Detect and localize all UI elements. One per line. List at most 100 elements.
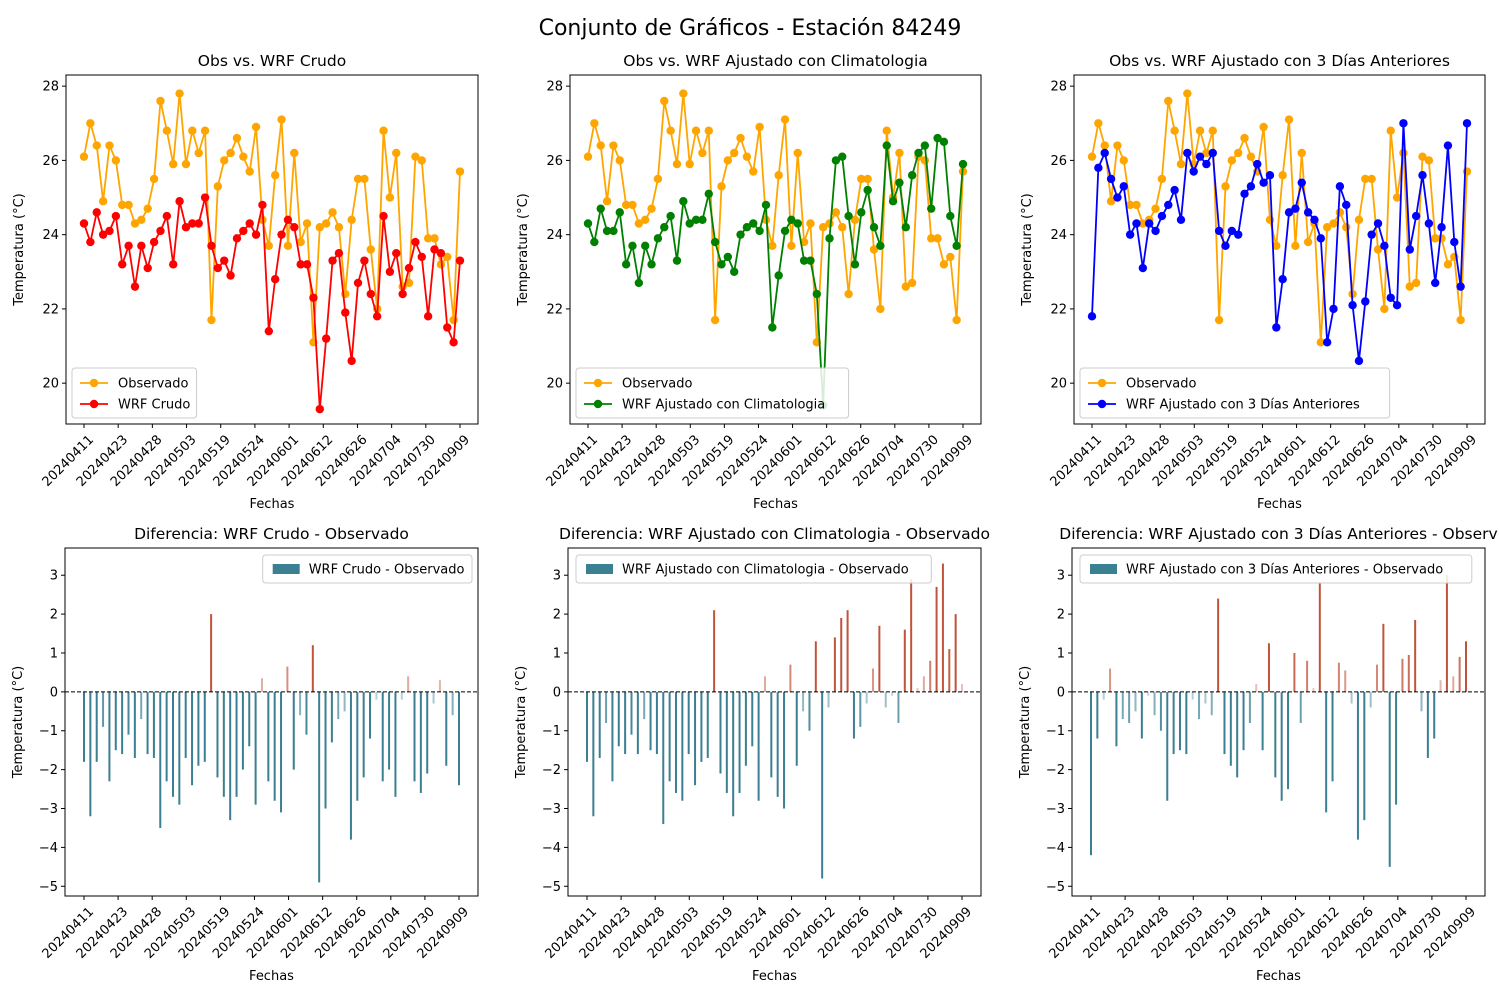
- bar: [83, 691, 85, 762]
- point-observado: [175, 89, 184, 98]
- point-wrf: [1373, 219, 1383, 228]
- point-observado: [143, 204, 152, 213]
- chart-diff-wrf-clim: −5−4−3−2−1012320240411202404232024042820…: [514, 525, 990, 984]
- bar: [783, 691, 786, 809]
- bar: [821, 691, 824, 879]
- bar: [725, 691, 728, 793]
- point-observado: [1284, 115, 1294, 124]
- y-tick-label: −5: [39, 880, 58, 895]
- point-observado: [366, 245, 375, 254]
- point-observado: [660, 96, 669, 106]
- point-observado: [1303, 237, 1313, 247]
- point-wrf: [1335, 182, 1345, 191]
- point-observado: [360, 174, 369, 184]
- point-observado: [1214, 315, 1224, 325]
- bar: [1102, 691, 1105, 700]
- point-observado: [831, 208, 841, 217]
- point-wrf: [583, 219, 593, 228]
- point-wrf: [1119, 182, 1128, 191]
- point-observado: [404, 278, 414, 288]
- point-wrf: [641, 241, 650, 250]
- bar: [235, 691, 238, 797]
- point-observado: [251, 122, 261, 132]
- point-observado: [742, 152, 752, 161]
- point-observado: [882, 126, 891, 135]
- point-wrf: [1164, 200, 1173, 210]
- bar: [808, 691, 811, 731]
- bar: [165, 691, 168, 782]
- point-wrf: [1278, 275, 1287, 284]
- bar: [744, 691, 747, 766]
- point-observado: [232, 133, 242, 143]
- y-axis-label: Temperatura (°C): [1020, 193, 1035, 306]
- bar: [1223, 691, 1226, 755]
- point-observado: [321, 219, 331, 228]
- bar: [617, 691, 620, 747]
- point-observado: [118, 200, 127, 210]
- point-wrf: [423, 312, 433, 321]
- chart-title: Diferencia: WRF Ajustado con Climatologi…: [559, 525, 990, 543]
- point-observado: [124, 200, 133, 210]
- bar: [903, 629, 906, 692]
- bar: [948, 649, 951, 692]
- point-observado: [98, 197, 108, 206]
- point-wrf: [1151, 226, 1160, 236]
- bar: [95, 691, 98, 762]
- point-wrf: [850, 260, 860, 269]
- bar: [751, 691, 754, 747]
- point-wrf: [1272, 323, 1281, 332]
- bar: [910, 579, 913, 692]
- point-wrf: [787, 215, 796, 224]
- bar: [738, 691, 741, 793]
- point-wrf: [1437, 223, 1446, 232]
- bar: [1382, 623, 1385, 692]
- point-wrf: [1214, 226, 1224, 236]
- bar: [1344, 670, 1347, 692]
- legend-label: Observado: [118, 377, 189, 392]
- bar: [802, 691, 805, 712]
- bar: [1388, 691, 1391, 867]
- point-observado: [602, 197, 612, 206]
- bar: [630, 691, 633, 735]
- point-wrf: [1316, 234, 1326, 243]
- point-wrf: [1233, 230, 1243, 239]
- point-wrf: [1087, 312, 1097, 321]
- bar: [649, 691, 652, 751]
- x-axis-label: Fechas: [1257, 497, 1302, 512]
- y-tick-label: 26: [546, 154, 563, 169]
- chart-title: Diferencia: WRF Crudo - Observado: [134, 525, 409, 543]
- point-observado: [628, 200, 637, 210]
- point-observado: [137, 215, 146, 224]
- legend-label: WRF Crudo - Observado: [309, 563, 465, 578]
- point-observado: [430, 234, 439, 243]
- point-wrf: [1405, 245, 1414, 254]
- point-wrf: [793, 219, 802, 228]
- point-observado: [1380, 304, 1389, 314]
- point-wrf: [449, 338, 458, 347]
- point-wrf: [596, 204, 605, 213]
- point-wrf: [1462, 119, 1472, 128]
- point-observado: [1138, 219, 1148, 228]
- bar: [1337, 662, 1340, 692]
- bar: [1236, 691, 1239, 778]
- point-observado: [729, 148, 739, 158]
- point-observado: [264, 241, 274, 250]
- point-wrf: [634, 278, 644, 288]
- point-observado: [1405, 282, 1414, 291]
- point-wrf: [933, 133, 942, 143]
- point-wrf: [704, 189, 713, 199]
- x-axis-label: Fechas: [752, 969, 797, 984]
- point-observado: [1157, 174, 1167, 184]
- point-wrf: [806, 256, 815, 265]
- bar: [267, 691, 270, 782]
- bar: [381, 691, 384, 782]
- point-wrf: [901, 223, 910, 232]
- y-tick-label: −5: [1046, 880, 1065, 895]
- legend-box: [71, 367, 198, 419]
- bar: [1445, 575, 1448, 692]
- bar: [102, 691, 105, 727]
- bar: [757, 691, 760, 801]
- bar: [865, 691, 868, 704]
- point-wrf: [1106, 174, 1116, 184]
- point-wrf: [863, 185, 872, 195]
